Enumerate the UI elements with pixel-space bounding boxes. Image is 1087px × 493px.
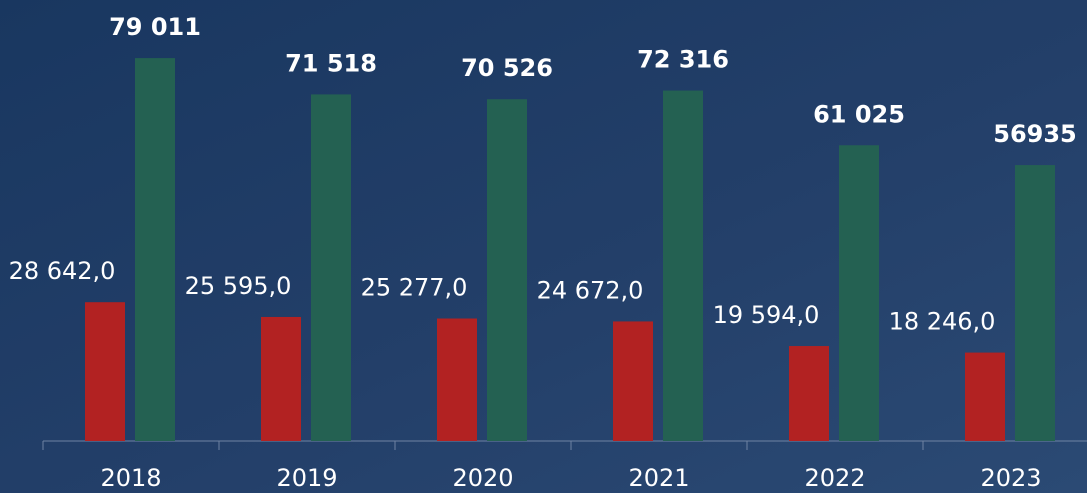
bar — [613, 321, 653, 441]
value-label: 72 316 — [637, 46, 729, 74]
x-tick-label: 2020 — [452, 464, 513, 492]
value-label: 25 595,0 — [185, 272, 292, 300]
bar — [311, 94, 351, 441]
value-label: 28 642,0 — [9, 257, 116, 285]
value-label: 56935 — [993, 120, 1077, 148]
value-label: 24 672,0 — [537, 276, 644, 304]
value-label: 79 011 — [109, 13, 201, 41]
value-label: 25 277,0 — [361, 274, 468, 302]
bar — [789, 346, 829, 441]
bar — [85, 302, 125, 441]
value-label: 61 025 — [813, 100, 905, 128]
bar — [135, 58, 175, 442]
x-tick-label: 2018 — [100, 464, 161, 492]
bar — [437, 318, 477, 441]
bar — [487, 99, 527, 441]
bar — [261, 316, 301, 441]
value-label: 19 594,0 — [713, 301, 820, 329]
x-tick-label: 2022 — [804, 464, 865, 492]
bar — [1015, 165, 1055, 441]
bar — [965, 352, 1005, 441]
x-tick-label: 2019 — [276, 464, 337, 492]
value-label: 70 526 — [461, 54, 553, 82]
bar — [839, 145, 879, 441]
x-tick-label: 2021 — [628, 464, 689, 492]
value-label: 71 518 — [285, 49, 377, 77]
x-tick-label: 2023 — [980, 464, 1041, 492]
value-label: 18 246,0 — [889, 308, 996, 336]
bar — [663, 90, 703, 442]
